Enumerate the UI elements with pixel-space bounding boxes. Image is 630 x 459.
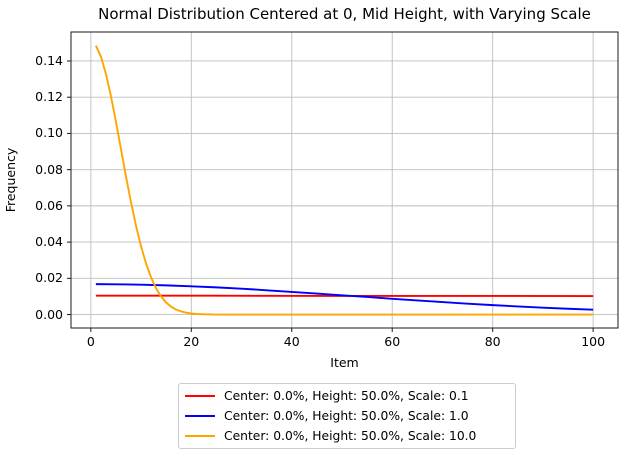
y-tick-label: 0.14 <box>35 52 63 68</box>
series-line-1 <box>95 283 594 311</box>
y-tick-label: 0.06 <box>35 197 63 213</box>
y-tick-label: 0.12 <box>35 89 63 105</box>
y-tick-label: 0.04 <box>35 234 63 250</box>
x-axis-label: Item <box>330 355 359 370</box>
x-tick-label: 60 <box>384 334 401 349</box>
x-tick-label: 0 <box>86 334 95 349</box>
legend-item: Center: 0.0%, Height: 50.0%, Scale: 0.1 <box>179 386 515 406</box>
y-tick-label: 0.00 <box>35 306 63 322</box>
series-line-2 <box>94 45 594 316</box>
plot-frame <box>70 31 619 329</box>
chart-title: Normal Distribution Centered at 0, Mid H… <box>98 5 591 23</box>
legend-item: Center: 0.0%, Height: 50.0%, Scale: 10.0 <box>179 426 515 446</box>
x-tick-label: 100 <box>581 334 606 349</box>
legend-item: Center: 0.0%, Height: 50.0%, Scale: 1.0 <box>179 406 515 426</box>
legend-line-sample <box>185 435 215 437</box>
legend-label: Center: 0.0%, Height: 50.0%, Scale: 10.0 <box>224 428 477 443</box>
x-tick-label: 20 <box>183 334 200 349</box>
y-tick-label: 0.02 <box>35 270 63 286</box>
y-tick-label: 0.10 <box>35 125 63 141</box>
legend-line-sample <box>185 415 215 417</box>
legend-label: Center: 0.0%, Height: 50.0%, Scale: 0.1 <box>224 388 469 403</box>
legend-line-sample <box>185 395 215 397</box>
x-tick-label: 40 <box>283 334 300 349</box>
x-tick-label: 80 <box>484 334 501 349</box>
legend-label: Center: 0.0%, Height: 50.0%, Scale: 1.0 <box>224 408 469 423</box>
legend: Center: 0.0%, Height: 50.0%, Scale: 0.1 C… <box>178 383 516 449</box>
y-tick-label: 0.08 <box>35 161 63 177</box>
